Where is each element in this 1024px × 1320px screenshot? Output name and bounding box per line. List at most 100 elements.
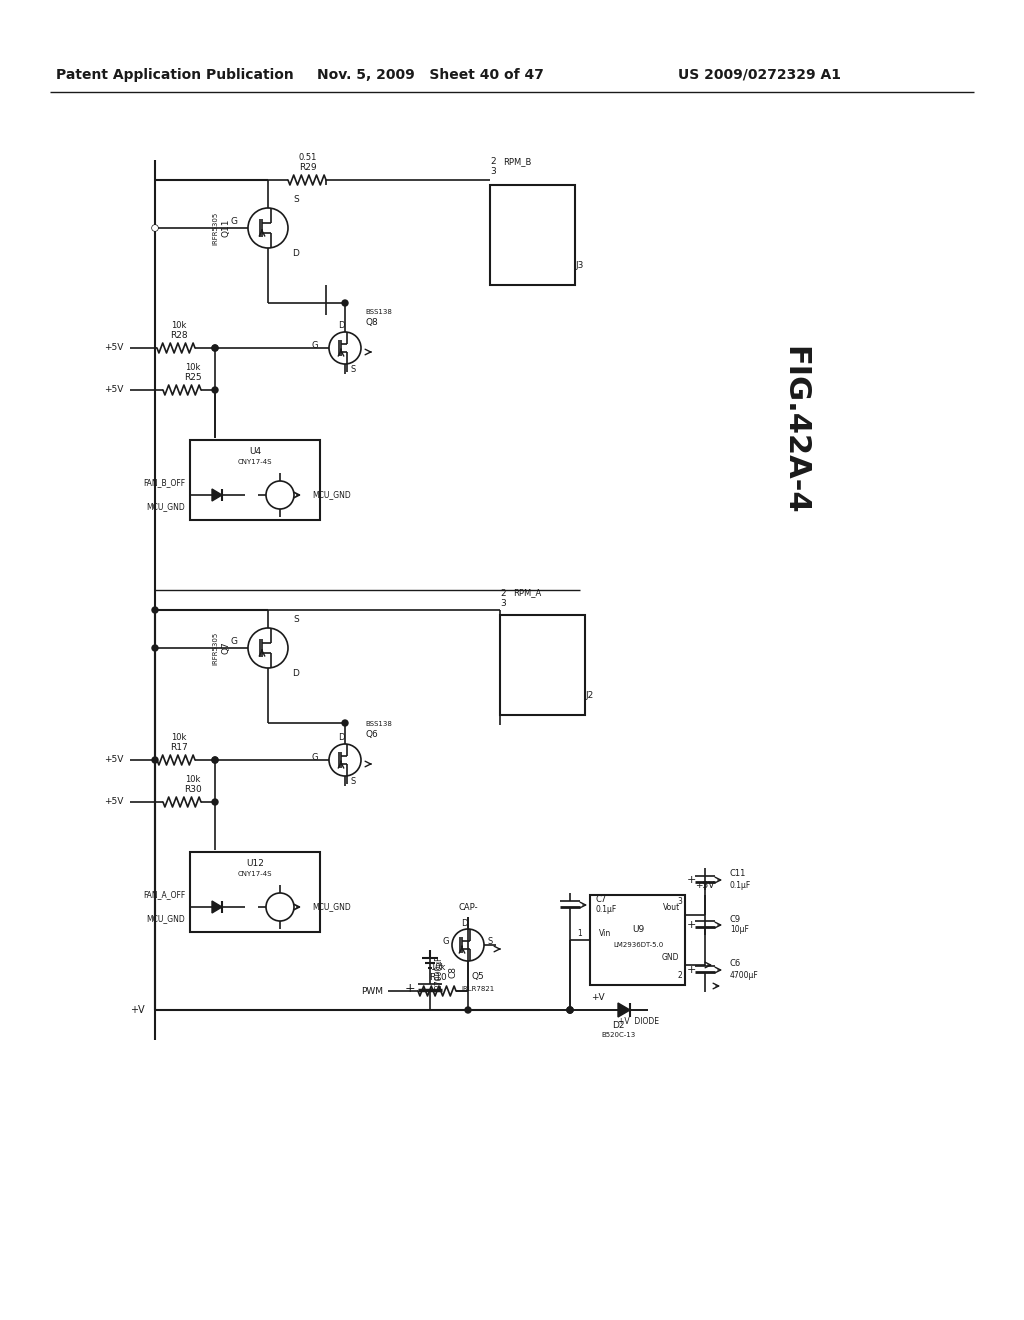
Circle shape (567, 1007, 573, 1012)
Text: U9: U9 (632, 925, 644, 935)
Text: R30: R30 (184, 784, 202, 793)
Circle shape (567, 1007, 573, 1012)
Text: MCU_GND: MCU_GND (312, 491, 351, 499)
Text: S: S (293, 615, 299, 624)
Text: S: S (487, 937, 493, 946)
Text: FIG.42A-4: FIG.42A-4 (780, 346, 810, 515)
Text: 2: 2 (500, 589, 506, 598)
Text: CNY17-4S: CNY17-4S (238, 871, 272, 876)
Text: 10k: 10k (185, 363, 201, 371)
Bar (500, 615, 585, 715)
Text: J3: J3 (575, 260, 584, 269)
Text: 3: 3 (490, 168, 496, 177)
Text: C9: C9 (730, 915, 741, 924)
Circle shape (212, 799, 218, 805)
Text: G: G (230, 218, 238, 227)
Circle shape (452, 929, 484, 961)
Text: US 2009/0272329 A1: US 2009/0272329 A1 (679, 69, 842, 82)
Circle shape (567, 1007, 573, 1012)
Text: C7: C7 (595, 895, 606, 903)
Text: D2: D2 (611, 1020, 625, 1030)
Text: Patent Application Publication: Patent Application Publication (56, 69, 294, 82)
Text: Q7: Q7 (221, 642, 230, 655)
Text: GND: GND (662, 953, 679, 961)
Circle shape (248, 628, 288, 668)
Text: R29: R29 (299, 164, 316, 173)
Text: 10µF: 10µF (730, 925, 749, 935)
Circle shape (329, 744, 361, 776)
Text: +V: +V (591, 994, 605, 1002)
Text: Q6: Q6 (365, 730, 378, 738)
Circle shape (152, 645, 158, 651)
Text: +: + (686, 875, 695, 884)
Text: 3: 3 (500, 598, 506, 607)
Text: IRLR7821: IRLR7821 (462, 986, 495, 993)
Polygon shape (212, 902, 222, 913)
Text: PWM: PWM (361, 986, 383, 995)
Text: J2: J2 (585, 690, 593, 700)
Text: 10k: 10k (171, 733, 186, 742)
Text: RPM_B: RPM_B (503, 157, 531, 166)
Text: Q8: Q8 (365, 318, 378, 326)
Bar (190, 851, 319, 932)
Text: +V  DIODE: +V DIODE (617, 1018, 658, 1027)
Bar (590, 895, 685, 985)
Text: R10: R10 (429, 974, 446, 982)
Text: 0.1µF: 0.1µF (730, 880, 752, 890)
Text: MCU_GND: MCU_GND (312, 903, 351, 912)
Text: +: + (404, 982, 415, 994)
Text: S: S (350, 366, 355, 375)
Bar (490, 185, 575, 285)
Text: +: + (686, 965, 695, 975)
Text: 3: 3 (678, 896, 682, 906)
Text: 10k: 10k (430, 964, 445, 973)
Text: G: G (230, 638, 238, 647)
Circle shape (266, 894, 294, 921)
Circle shape (212, 387, 218, 393)
Text: +V: +V (130, 1005, 145, 1015)
Circle shape (152, 756, 158, 763)
Circle shape (212, 345, 218, 351)
Text: +: + (686, 920, 695, 931)
Circle shape (152, 224, 158, 231)
Text: CAP-: CAP- (458, 903, 478, 912)
Text: 10k: 10k (171, 321, 186, 330)
Text: FAN_B_OFF: FAN_B_OFF (143, 479, 185, 487)
Text: Vin: Vin (599, 928, 611, 937)
Circle shape (266, 480, 294, 510)
Text: +5V: +5V (695, 880, 715, 890)
Text: D: D (338, 322, 344, 330)
Text: U4: U4 (249, 447, 261, 457)
Text: Q11: Q11 (221, 219, 230, 238)
Text: 2: 2 (490, 157, 496, 166)
Circle shape (152, 224, 158, 231)
Text: R25: R25 (184, 372, 202, 381)
Text: 0.1µF: 0.1µF (595, 906, 616, 915)
Circle shape (329, 333, 361, 364)
Circle shape (465, 1007, 471, 1012)
Text: Nov. 5, 2009   Sheet 40 of 47: Nov. 5, 2009 Sheet 40 of 47 (316, 69, 544, 82)
Text: MCU_GND: MCU_GND (146, 915, 185, 924)
Text: 0.51: 0.51 (299, 153, 317, 162)
Circle shape (248, 209, 288, 248)
Circle shape (212, 756, 218, 763)
Circle shape (212, 756, 218, 763)
Circle shape (212, 345, 218, 351)
Circle shape (342, 300, 348, 306)
Text: C6: C6 (730, 960, 741, 969)
Text: FAN_A_OFF: FAN_A_OFF (142, 891, 185, 899)
Text: C11: C11 (730, 870, 746, 879)
Text: RPM_A: RPM_A (513, 589, 542, 598)
Text: 4700µF: 4700µF (730, 970, 759, 979)
Bar (190, 440, 319, 520)
Text: +5V: +5V (103, 385, 123, 395)
Text: 2: 2 (678, 970, 682, 979)
Text: CNY17-4S: CNY17-4S (238, 459, 272, 465)
Text: IRFR5305: IRFR5305 (212, 211, 218, 244)
Text: BSS138: BSS138 (365, 309, 392, 315)
Text: IRFR5305: IRFR5305 (212, 631, 218, 665)
Text: R28: R28 (170, 330, 187, 339)
Text: Vout: Vout (664, 903, 681, 912)
Polygon shape (212, 488, 222, 502)
Text: D: D (293, 248, 299, 257)
